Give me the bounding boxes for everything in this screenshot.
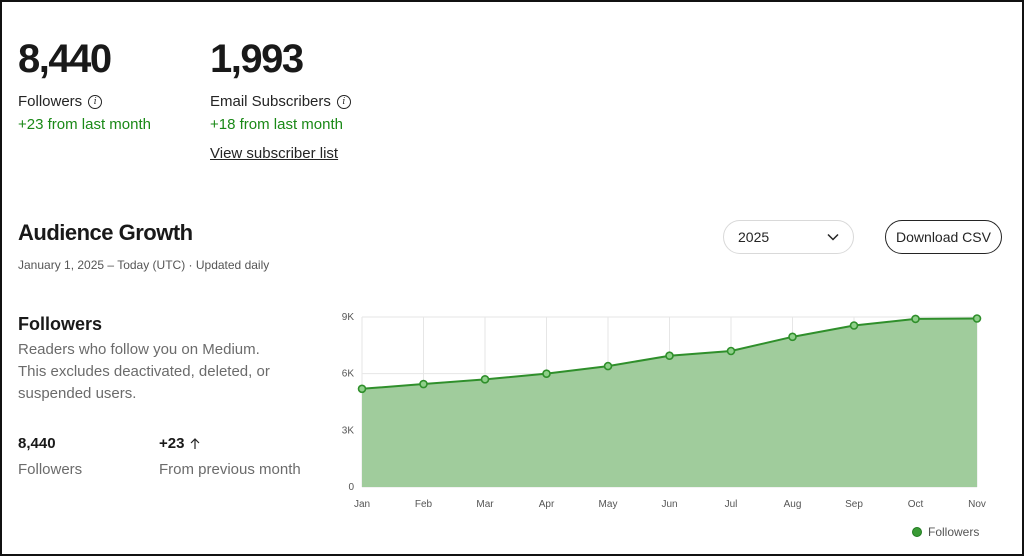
metric-title: Followers bbox=[18, 314, 103, 334]
subscribers-label: Email Subscribers bbox=[210, 93, 331, 110]
arrow-up-icon bbox=[191, 437, 200, 449]
data-point bbox=[972, 314, 982, 323]
y-tick-label: 0 bbox=[348, 482, 354, 493]
x-tick-label: Aug bbox=[784, 499, 802, 510]
info-icon[interactable]: i bbox=[336, 94, 351, 109]
info-icon[interactable]: i bbox=[88, 94, 103, 109]
x-tick-label: Nov bbox=[968, 499, 986, 510]
area-fill bbox=[362, 318, 977, 487]
chart-legend: Followers bbox=[912, 525, 979, 539]
subscribers-count: 1,993 bbox=[210, 37, 304, 81]
x-tick-label: Feb bbox=[415, 499, 433, 510]
followers-delta: +23 from last month bbox=[18, 116, 151, 133]
x-tick-label: Mar bbox=[476, 499, 494, 510]
data-point bbox=[726, 346, 736, 356]
data-point bbox=[665, 351, 674, 361]
total-followers-value: 8,440 bbox=[18, 435, 56, 452]
x-tick-label: Sep bbox=[845, 499, 863, 510]
metric-description: Readers who follow you on Medium. This e… bbox=[18, 341, 270, 402]
data-point bbox=[542, 369, 551, 378]
data-point bbox=[603, 361, 613, 371]
total-followers-label: Followers bbox=[18, 461, 83, 478]
followers-count: 8,440 bbox=[18, 37, 112, 81]
x-tick-label: Jun bbox=[661, 499, 677, 510]
download-csv-button[interactable]: Download CSV bbox=[885, 220, 1002, 254]
x-tick-label: Oct bbox=[908, 499, 924, 510]
legend-marker bbox=[912, 527, 922, 537]
data-point bbox=[788, 332, 797, 342]
subscribers-delta: +18 from last month bbox=[210, 116, 343, 133]
y-tick-label: 6K bbox=[342, 369, 355, 380]
monthly-change-label: From previous month bbox=[159, 461, 301, 478]
followers-label: Followers bbox=[18, 93, 83, 110]
total-followers: 8,440 Followers bbox=[18, 435, 82, 478]
monthly-change: +23 From previous month bbox=[159, 435, 301, 478]
legend-label: Followers bbox=[928, 525, 980, 539]
y-tick-label: 3K bbox=[342, 425, 355, 436]
view-subscriber-list-link[interactable]: View subscriber list bbox=[210, 145, 339, 162]
followers-area-chart: 0 3K 6K 9K Jan Feb Mar Apr May Jun Jul Aug Sep Oct Nov bbox=[342, 312, 986, 510]
x-tick-label: Jul bbox=[725, 499, 738, 510]
data-point bbox=[480, 375, 490, 384]
data-point bbox=[357, 384, 367, 394]
section-title: Audience Growth bbox=[18, 220, 193, 245]
followers-stat: 8,440 Followers i +23 from last month bbox=[18, 39, 151, 133]
monthly-change-value: +23 bbox=[159, 435, 185, 452]
year-select-value: 2025 bbox=[738, 229, 770, 245]
x-tick-label: Jan bbox=[354, 499, 370, 510]
data-point bbox=[419, 379, 428, 389]
y-tick-label: 9K bbox=[342, 312, 355, 323]
x-tick-label: Apr bbox=[539, 499, 555, 510]
subscribers-stat: 1,993 Email Subscribers i +18 from last … bbox=[210, 39, 351, 162]
data-point bbox=[849, 321, 859, 330]
data-point bbox=[911, 314, 920, 324]
x-tick-label: May bbox=[599, 499, 618, 510]
section-subtitle: January 1, 2025 – Today (UTC) · Updated … bbox=[18, 258, 270, 272]
year-select[interactable]: 2025 bbox=[723, 220, 854, 254]
chevron-down-icon bbox=[827, 233, 839, 241]
